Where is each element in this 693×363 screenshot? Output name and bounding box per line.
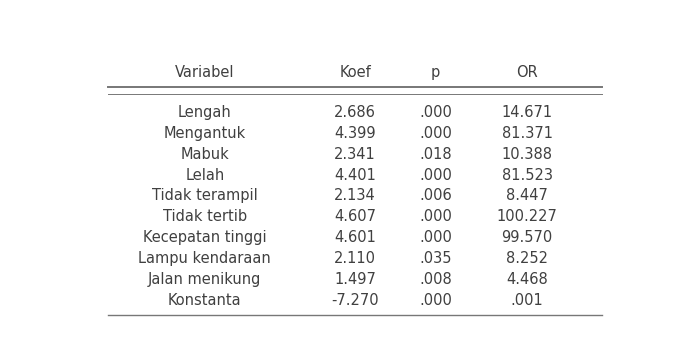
- Text: 1.497: 1.497: [334, 272, 376, 287]
- Text: .000: .000: [419, 168, 452, 183]
- Text: 4.401: 4.401: [334, 168, 376, 183]
- Text: 4.468: 4.468: [506, 272, 548, 287]
- Text: OR: OR: [516, 65, 538, 81]
- Text: p: p: [431, 65, 440, 81]
- Text: Mabuk: Mabuk: [180, 147, 229, 162]
- Text: 81.523: 81.523: [502, 168, 552, 183]
- Text: 100.227: 100.227: [497, 209, 557, 224]
- Text: Lelah: Lelah: [185, 168, 225, 183]
- Text: 2.341: 2.341: [334, 147, 376, 162]
- Text: Mengantuk: Mengantuk: [164, 126, 246, 141]
- Text: Jalan menikung: Jalan menikung: [148, 272, 261, 287]
- Text: .000: .000: [419, 209, 452, 224]
- Text: 8.447: 8.447: [506, 188, 548, 204]
- Text: .008: .008: [419, 272, 452, 287]
- Text: 4.399: 4.399: [334, 126, 376, 141]
- Text: .000: .000: [419, 293, 452, 307]
- Text: .006: .006: [419, 188, 452, 204]
- Text: Kecepatan tinggi: Kecepatan tinggi: [143, 230, 267, 245]
- Text: Variabel: Variabel: [175, 65, 234, 81]
- Text: .000: .000: [419, 126, 452, 141]
- Text: 10.388: 10.388: [502, 147, 552, 162]
- Text: 14.671: 14.671: [502, 105, 552, 120]
- Text: 4.607: 4.607: [334, 209, 376, 224]
- Text: Lengah: Lengah: [178, 105, 231, 120]
- Text: 2.686: 2.686: [334, 105, 376, 120]
- Text: 81.371: 81.371: [502, 126, 552, 141]
- Text: .001: .001: [511, 293, 543, 307]
- Text: .035: .035: [419, 251, 452, 266]
- Text: .018: .018: [419, 147, 452, 162]
- Text: Lampu kendaraan: Lampu kendaraan: [139, 251, 271, 266]
- Text: 8.252: 8.252: [506, 251, 548, 266]
- Text: .000: .000: [419, 230, 452, 245]
- Text: -7.270: -7.270: [331, 293, 379, 307]
- Text: Tidak terampil: Tidak terampil: [152, 188, 258, 204]
- Text: 99.570: 99.570: [502, 230, 552, 245]
- Text: Koef: Koef: [340, 65, 371, 81]
- Text: 4.601: 4.601: [334, 230, 376, 245]
- Text: 2.134: 2.134: [334, 188, 376, 204]
- Text: Tidak tertib: Tidak tertib: [163, 209, 247, 224]
- Text: 2.110: 2.110: [334, 251, 376, 266]
- Text: .000: .000: [419, 105, 452, 120]
- Text: Konstanta: Konstanta: [168, 293, 242, 307]
